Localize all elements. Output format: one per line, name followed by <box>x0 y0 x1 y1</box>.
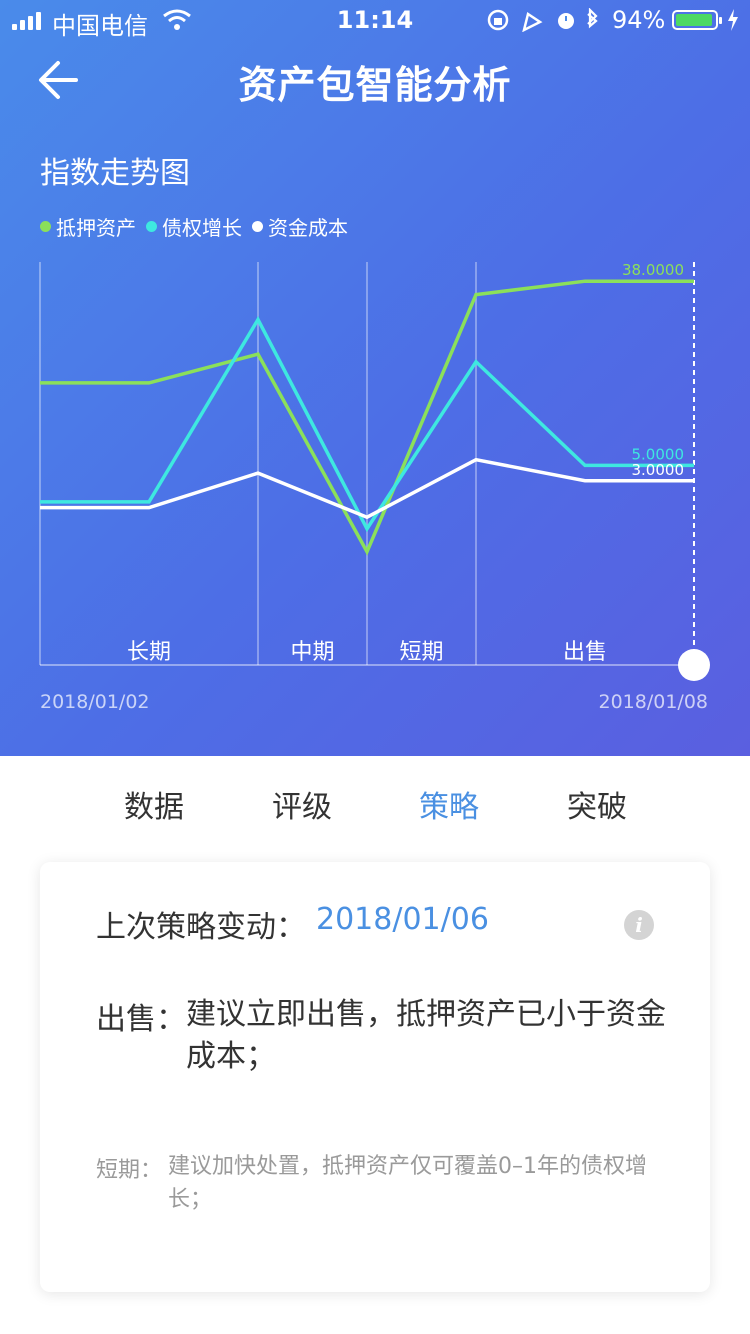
short-term-advice: 建议加快处置，抵押资产仅可覆盖0–1年的债权增长； <box>168 1154 647 1212</box>
x-start-date: 2018/01/02 <box>40 691 150 713</box>
tab-data[interactable]: 数据 <box>124 790 184 825</box>
sell-label: 出售： <box>96 1002 186 1037</box>
legend-item-debt-growth: 债权增长 <box>146 212 242 241</box>
location-icon <box>522 11 543 32</box>
legend-label: 抵押资产 <box>56 215 136 240</box>
alarm-icon <box>558 13 574 29</box>
cursor-handle[interactable] <box>678 649 710 681</box>
series-end-label: 38.0000 <box>622 261 684 279</box>
x-end-date: 2018/01/08 <box>598 691 708 713</box>
header-background <box>0 0 750 756</box>
charging-icon <box>728 9 738 31</box>
series-end-label: 3.0000 <box>632 461 685 479</box>
series-line-1 <box>40 315 694 533</box>
legend-item-capital-cost: 资金成本 <box>252 212 348 241</box>
series-line-0 <box>40 279 694 556</box>
legend-dot <box>40 220 51 232</box>
carrier-name: 中国电信 <box>52 12 148 40</box>
zone-label: 中期 <box>290 640 334 665</box>
strategy-card: 上次策略变动： 2018/01/06 i 出售： 建议立即出售，抵押资产已小于资… <box>40 862 710 1292</box>
legend-label: 债权增长 <box>162 215 242 240</box>
battery-percent: 94% <box>612 6 666 34</box>
status-time: 11:14 <box>336 6 414 34</box>
legend-label: 资金成本 <box>268 215 348 240</box>
last-change-label: 上次策略变动： <box>96 910 306 945</box>
orientation-lock-icon <box>487 9 509 31</box>
sell-advice: 建议立即出售，抵押资产已小于资金成本； <box>186 997 666 1074</box>
info-icon[interactable]: i <box>624 910 654 940</box>
tab-breakthrough[interactable]: 突破 <box>567 790 627 825</box>
wifi-icon <box>163 9 191 30</box>
chart-legend: 抵押资产 债权增长 资金成本 <box>40 212 358 240</box>
legend-dot <box>252 220 263 232</box>
zone-label: 短期 <box>399 640 443 665</box>
short-term-label: 短期： <box>96 1158 163 1183</box>
series-end-label: 5.0000 <box>632 445 685 463</box>
series-line-2 <box>40 457 694 520</box>
tab-bar: 数据 评级 策略 突破 <box>0 770 750 834</box>
status-bar: 中国电信 11:14 94% <box>0 0 750 40</box>
arrow-left-icon[interactable] <box>36 58 84 102</box>
legend-dot <box>146 220 157 232</box>
signal-icon <box>12 12 46 30</box>
chart-section-title: 指数走势图 <box>40 156 190 191</box>
system-status-icons <box>487 8 598 32</box>
battery-icon <box>672 10 722 30</box>
page-title: 资产包智能分析 <box>238 63 512 107</box>
zone-label: 长期 <box>127 640 171 665</box>
last-change-date: 2018/01/06 <box>316 902 489 937</box>
legend-item-collateral: 抵押资产 <box>40 212 136 241</box>
zone-label: 出售 <box>563 640 607 665</box>
tab-rating[interactable]: 评级 <box>272 790 332 825</box>
bluetooth-icon <box>587 8 598 29</box>
tab-strategy[interactable]: 策略 <box>419 790 479 825</box>
